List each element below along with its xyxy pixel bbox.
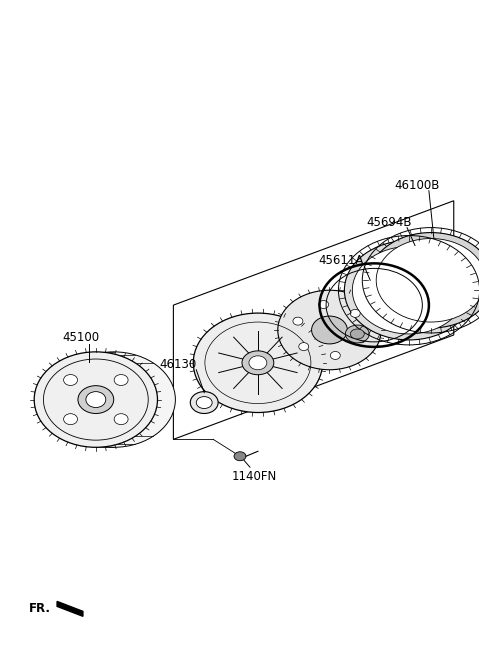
Ellipse shape [278, 290, 381, 370]
Ellipse shape [234, 452, 246, 461]
Text: 45694B: 45694B [366, 216, 412, 229]
Ellipse shape [63, 375, 77, 386]
Ellipse shape [34, 352, 157, 447]
Ellipse shape [86, 392, 106, 407]
Ellipse shape [368, 233, 480, 328]
Text: 45100: 45100 [62, 331, 99, 344]
Ellipse shape [114, 375, 128, 386]
Ellipse shape [114, 414, 128, 424]
Ellipse shape [356, 335, 366, 343]
Ellipse shape [196, 397, 212, 409]
Text: 45611A: 45611A [319, 254, 364, 267]
Ellipse shape [350, 310, 360, 318]
Text: 46130: 46130 [160, 358, 197, 371]
Ellipse shape [312, 316, 348, 344]
Ellipse shape [249, 356, 267, 370]
Ellipse shape [190, 392, 218, 413]
Polygon shape [57, 602, 83, 617]
Text: 1140FN: 1140FN [231, 470, 276, 483]
Ellipse shape [63, 414, 77, 424]
Ellipse shape [344, 241, 474, 340]
Text: FR.: FR. [29, 602, 51, 615]
Ellipse shape [352, 247, 466, 334]
Ellipse shape [78, 386, 114, 413]
Ellipse shape [319, 300, 329, 308]
Ellipse shape [193, 313, 323, 413]
Ellipse shape [52, 352, 175, 447]
Ellipse shape [350, 329, 364, 339]
Text: 46100B: 46100B [394, 179, 440, 192]
Ellipse shape [299, 342, 309, 350]
Ellipse shape [346, 325, 369, 343]
Ellipse shape [376, 239, 480, 322]
Ellipse shape [293, 317, 303, 325]
Ellipse shape [330, 352, 340, 359]
Ellipse shape [242, 351, 274, 375]
